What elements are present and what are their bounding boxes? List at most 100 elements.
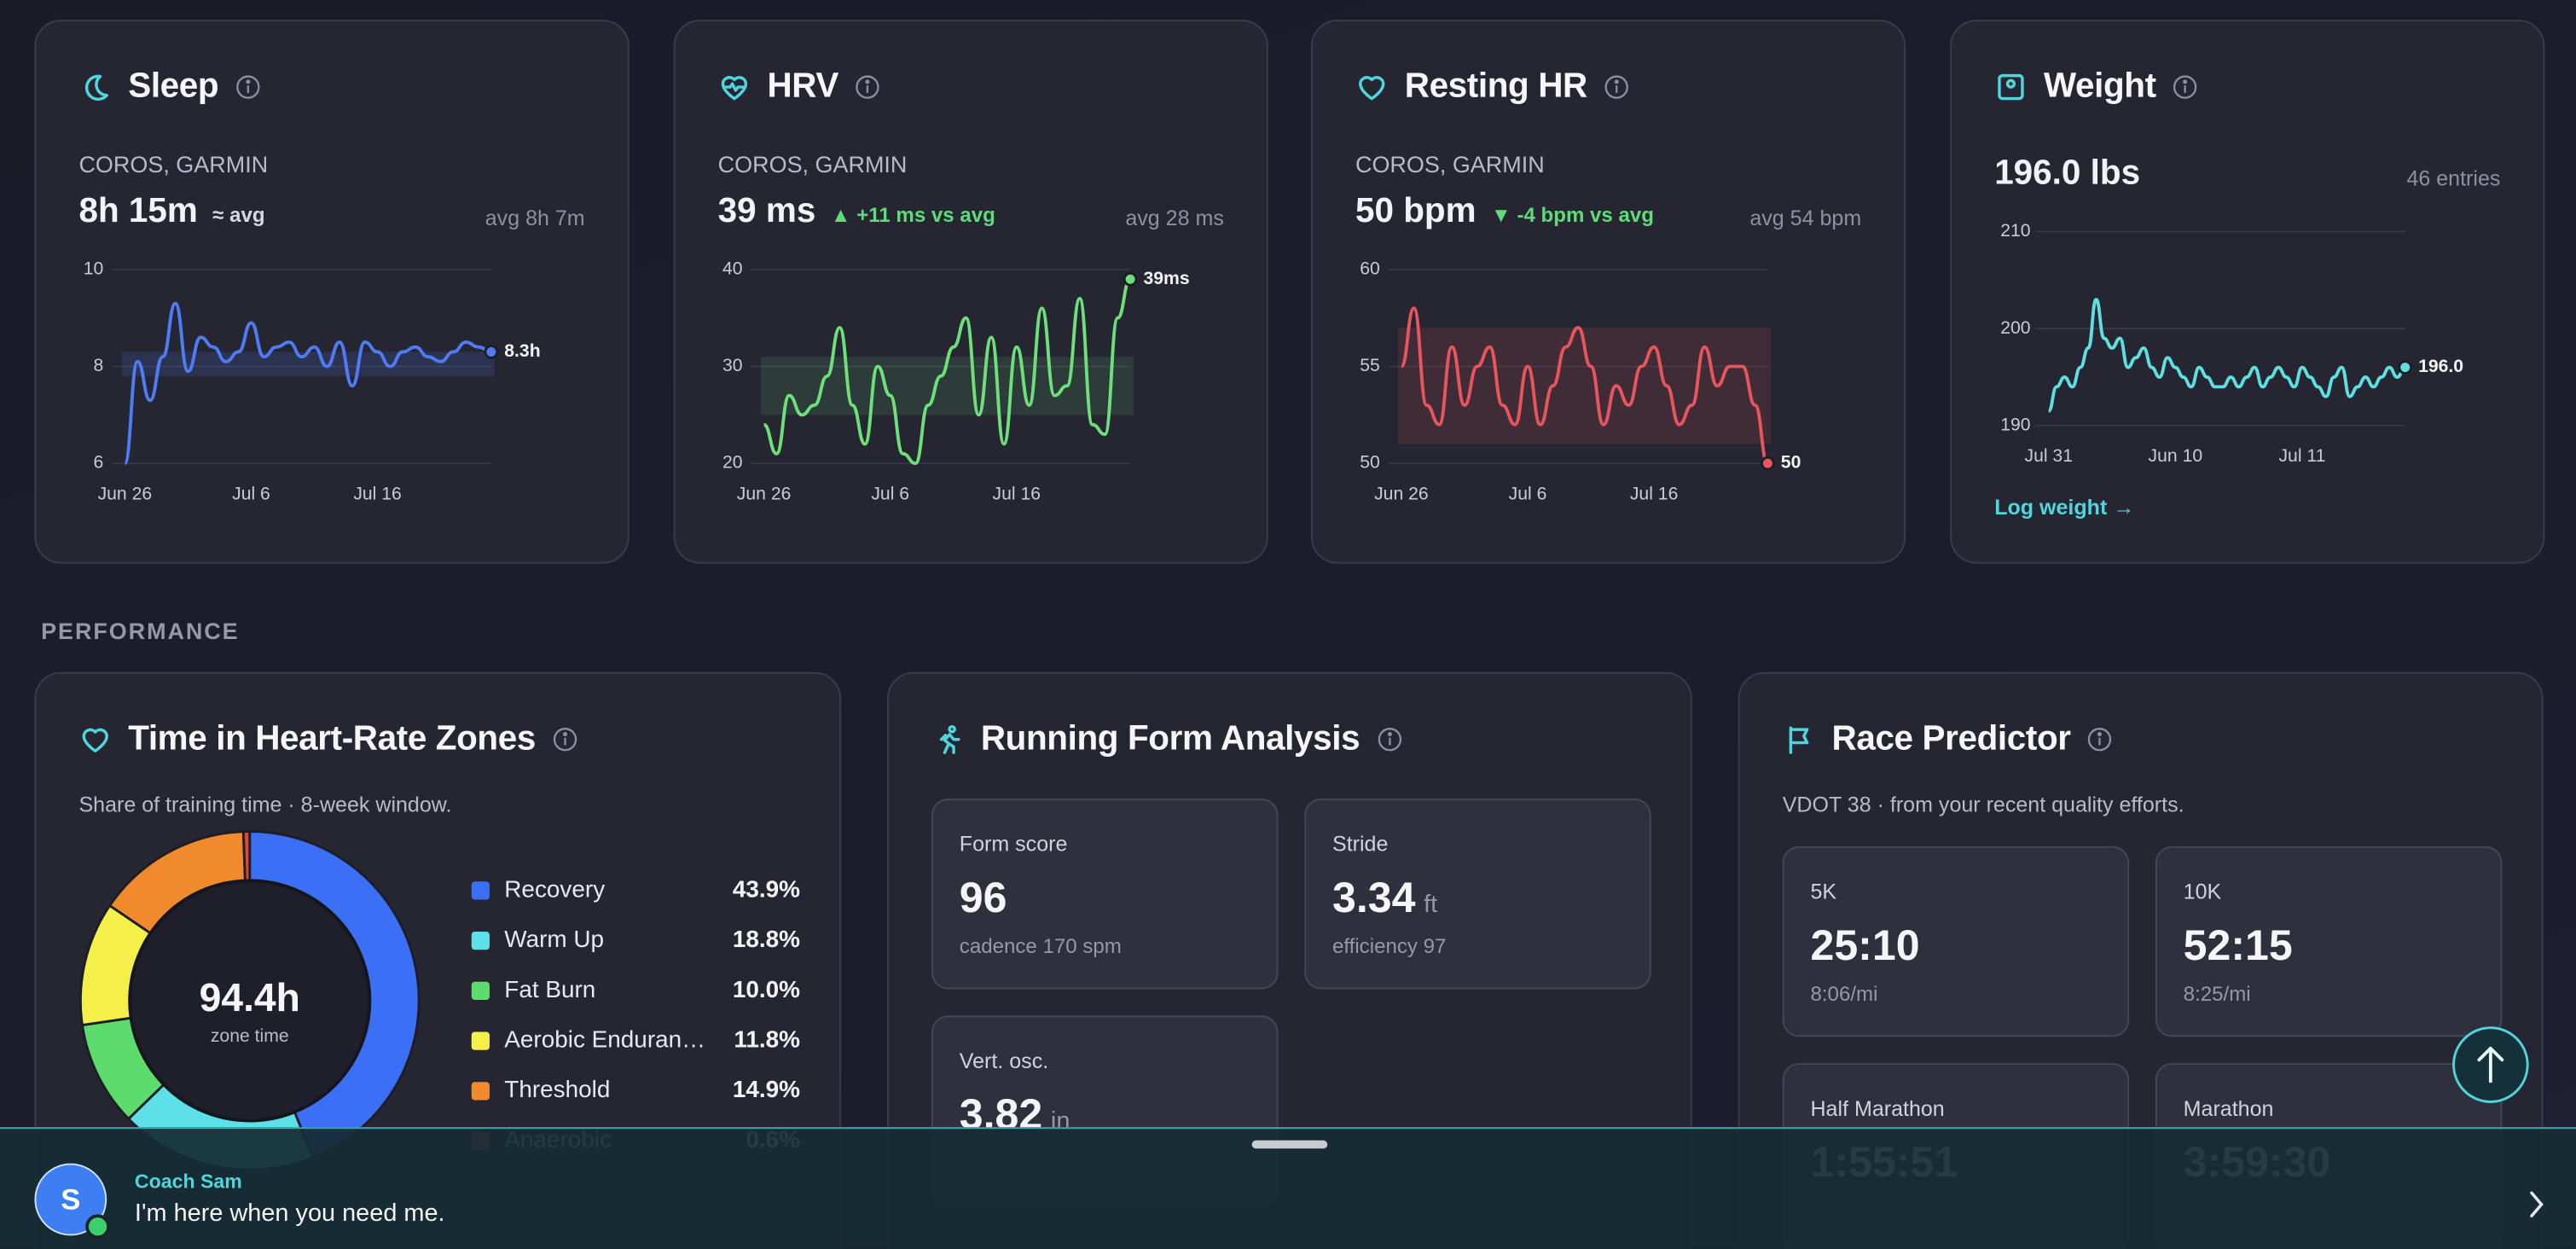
last-value-label: 50 xyxy=(1781,453,1801,473)
line xyxy=(1399,306,1770,466)
legend-swatch xyxy=(471,932,490,950)
legend-label: Warm Up xyxy=(504,926,604,952)
tile-label: Vert. osc. xyxy=(959,1048,1049,1073)
last-point xyxy=(1123,271,1138,287)
y-tick-label: 6 xyxy=(94,453,104,473)
icon-part xyxy=(948,724,956,734)
y-tick-label: 40 xyxy=(722,259,743,278)
tile-value: 96 xyxy=(959,872,1007,922)
coach-name: Coach Sam xyxy=(134,1170,242,1194)
delta: ▲ +11 ms vs avg xyxy=(830,203,995,227)
icon-part xyxy=(1789,726,1809,754)
metric-card: HRV COROS, GARMIN 39 ms ▲ +11 ms vs avg avg … xyxy=(673,20,1268,564)
info-ring xyxy=(856,75,880,99)
tile-value: 25:10 xyxy=(1810,920,1920,970)
current-value: 50 bpm xyxy=(1355,192,1477,230)
legend-label: Fat Burn xyxy=(504,976,595,1002)
card-title: Time in Heart-Rate Zones xyxy=(128,719,536,758)
tile-label: 5K xyxy=(1810,879,1837,904)
tile-value-row: 52:15 xyxy=(2184,921,2293,972)
tile-value-row: 3.34 ft xyxy=(1332,873,1437,924)
online-dot xyxy=(85,1214,111,1240)
info-icon xyxy=(1604,75,1629,99)
delta: ▼ -4 bpm vs avg xyxy=(1490,203,1655,227)
icon-part xyxy=(82,728,108,752)
line xyxy=(2046,298,2406,413)
card-title: Running Form Analysis xyxy=(980,719,1361,758)
sparkline: 50 55 60 Jun 26 Jul 6 Jul 16 50 xyxy=(1360,259,1801,503)
info-ring xyxy=(1378,728,1401,752)
current-value: 8h 15m xyxy=(78,192,198,230)
average: avg 28 ms xyxy=(1125,205,1224,230)
last-value-label: 39ms xyxy=(1144,269,1190,288)
legend-value: 18.8% xyxy=(733,926,800,952)
info-ring xyxy=(553,728,577,752)
coach-message: I'm here when you need me. xyxy=(134,1199,445,1228)
info-dot xyxy=(1615,79,1620,84)
card-title: Resting HR xyxy=(1404,67,1588,106)
legend-value: 11.8% xyxy=(734,1026,800,1053)
y-tick-label: 55 xyxy=(1360,356,1380,375)
tile-label: Stride xyxy=(1332,831,1389,857)
y-tick-label: 60 xyxy=(1360,259,1380,278)
info-icon xyxy=(236,75,260,99)
subtitle: Share of training time · 8-week window. xyxy=(78,792,452,817)
tile-value-row: 25:10 xyxy=(1810,921,1919,972)
log-link[interactable]: Log weight → xyxy=(1994,494,2135,520)
card-title: Sleep xyxy=(128,67,219,106)
legend-value: 14.9% xyxy=(733,1076,800,1102)
last-point xyxy=(1761,456,1775,471)
x-tick-label: Jun 26 xyxy=(737,484,792,503)
y-tick-label: 10 xyxy=(84,259,104,278)
coach-bar[interactable]: S Coach Sam I'm here when you need me. xyxy=(0,1127,2576,1249)
current-value: 39 ms xyxy=(717,192,816,230)
y-tick-label: 210 xyxy=(2000,221,2030,241)
legend-label: Recovery xyxy=(504,875,605,902)
sparkline: 6 8 10 Jun 26 Jul 6 Jul 16 8.3h xyxy=(84,259,541,503)
x-tick-label: Jun 26 xyxy=(98,484,153,503)
chevron-path xyxy=(2530,1191,2544,1217)
scroll-top-button[interactable] xyxy=(2451,1025,2530,1104)
icon xyxy=(939,724,960,754)
average: avg 8h 7m xyxy=(484,205,585,230)
info-ring xyxy=(236,75,260,99)
icon-part xyxy=(84,74,108,102)
card-header: Resting HR xyxy=(1355,66,1630,108)
icon xyxy=(721,76,748,101)
icon xyxy=(1359,76,1385,101)
tile-sub: 8:25/mi xyxy=(2183,982,2251,1006)
stat-tile: Form score 96 cadence 170 spm xyxy=(931,799,1279,990)
line xyxy=(763,277,1133,466)
stat-tile: Stride 3.34 ft efficiency 97 xyxy=(1304,799,1651,990)
tile-label: Marathon xyxy=(2183,1095,2274,1121)
current-value: 196.0 lbs xyxy=(1994,154,2141,193)
last-value-label: 8.3h xyxy=(504,341,540,361)
average: avg 54 bpm xyxy=(1749,205,1862,230)
card-header: HRV xyxy=(718,66,881,108)
icon-part xyxy=(721,76,748,101)
legend-swatch xyxy=(471,981,490,1000)
legend-value: 43.9% xyxy=(733,875,800,902)
tile-value: 3.34 xyxy=(1332,872,1416,922)
icon xyxy=(82,728,108,752)
info-ring xyxy=(2173,75,2198,99)
total: 94.4h xyxy=(200,975,300,1020)
legend-label: Threshold xyxy=(504,1076,610,1102)
x-tick-label: Jul 16 xyxy=(993,484,1041,503)
legend-swatch xyxy=(471,1082,490,1101)
card-header: Time in Heart-Rate Zones xyxy=(78,718,578,761)
icon-part xyxy=(1998,73,2024,101)
tile-unit: ft xyxy=(1424,890,1438,919)
info-dot xyxy=(2097,732,2103,737)
legend-label: Aerobic Enduran… xyxy=(504,1026,705,1053)
sparkline: 190 200 210 Jul 31 Jun 10 Jul 11 196.0 xyxy=(2000,221,2463,466)
info-dot xyxy=(2183,79,2188,84)
x-tick-label: Jul 31 xyxy=(2024,446,2073,466)
card-header: Race Predictor xyxy=(1783,718,2114,761)
donut-hole xyxy=(128,879,372,1123)
avatar: S xyxy=(34,1163,107,1236)
info-ring xyxy=(2088,728,2112,752)
card-title: Race Predictor xyxy=(1831,719,2072,758)
info-icon xyxy=(856,75,880,99)
